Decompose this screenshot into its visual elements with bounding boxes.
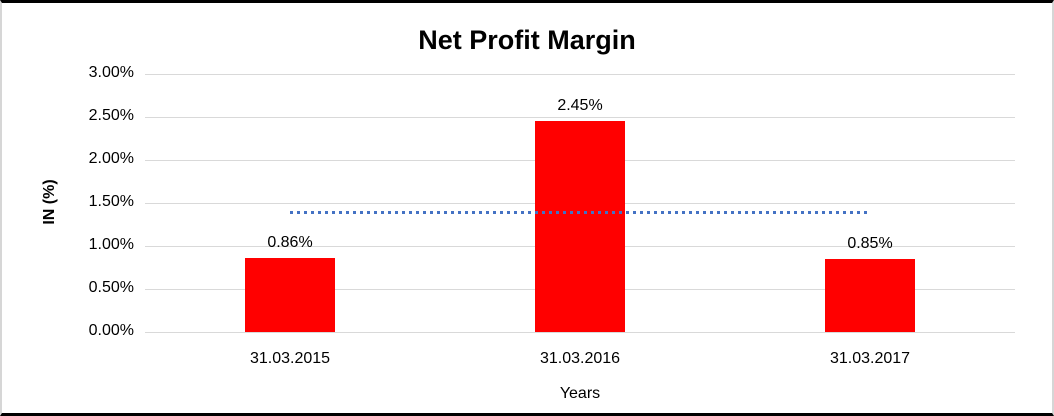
trendline [290,211,870,215]
y-tick-label: 2.00% [88,150,134,167]
x-tick-label: 31.03.2016 [539,350,621,367]
x-axis-title: Years [559,385,601,402]
y-tick-label: 1.00% [88,236,134,253]
x-tick-label: 31.03.2015 [249,350,331,367]
gridline [145,74,1015,75]
bar [825,258,915,332]
bar [245,258,335,332]
y-tick-label: 0.00% [88,322,134,339]
y-tick-label: 3.00% [88,64,134,81]
y-tick-label: 1.50% [88,193,134,210]
y-tick-label: 2.50% [88,107,134,124]
gridline [145,117,1015,118]
bar-data-label: 2.45% [557,97,603,115]
bar-data-label: 0.85% [847,234,893,252]
bar-data-label: 0.86% [267,234,313,252]
y-tick-label: 0.50% [88,279,134,296]
chart-title: Net Profit Margin [418,25,636,55]
gridline [145,332,1015,333]
x-tick-label: 31.03.2017 [829,350,911,367]
bar [535,121,625,332]
